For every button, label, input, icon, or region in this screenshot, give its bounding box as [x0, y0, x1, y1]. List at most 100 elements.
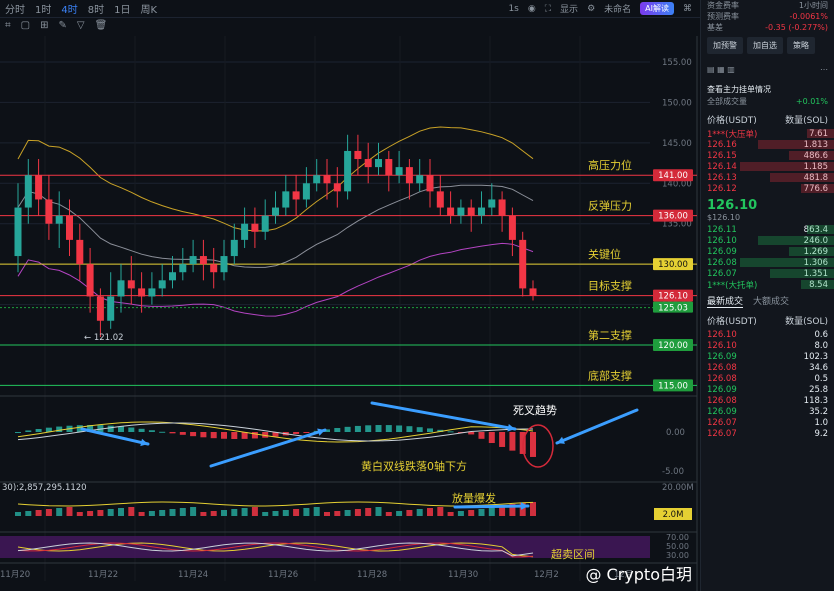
ask-row[interactable]: 126.12 776.6 — [701, 183, 834, 194]
trade-row[interactable]: 126.08 34.6 — [701, 362, 834, 373]
interval-select[interactable]: 1s — [508, 3, 519, 14]
bid-row-price: 126.08 — [707, 257, 737, 268]
arrow-circle-head — [557, 436, 565, 444]
orderbook-header: 价格(USDT) 数量(SOL) — [701, 111, 834, 128]
strategy-button[interactable]: 策略 — [787, 37, 815, 54]
chart-canvas[interactable]: 155.00 150.00 145.00 140.00 135.00 130.00 125.… — [0, 36, 700, 591]
depth-bar — [788, 247, 834, 256]
price-chart[interactable]: 155.00 150.00 145.00 140.00 135.00 130.00 125.… — [0, 36, 700, 591]
trade-row[interactable]: 126.07 1.0 — [701, 417, 834, 428]
candle-body — [35, 175, 43, 200]
ask-row[interactable]: 126.14 1.185 — [701, 161, 834, 172]
change-label: 全部成交量 — [707, 97, 747, 106]
price-tag — [653, 379, 693, 392]
ai-interpret-button[interactable]: AI解读 — [640, 2, 674, 15]
volume-bar — [210, 511, 217, 516]
timeframe-tab-4h[interactable]: 4时 — [61, 5, 78, 16]
candle-body — [199, 256, 207, 265]
bid-row-price: 126.09 — [707, 246, 737, 257]
basis-label: 基差 — [707, 23, 723, 32]
more-icon[interactable]: ⋯ — [820, 64, 828, 74]
candle-body — [313, 175, 321, 184]
volume-bar — [118, 508, 124, 516]
ask-row-price: 126.15 — [707, 150, 737, 161]
funding-value: -0.0061% — [789, 12, 828, 21]
level-label: 高压力位 — [588, 158, 632, 172]
x-tick-label: 11月22 — [88, 570, 118, 580]
candle-body — [96, 296, 104, 321]
camera-icon[interactable]: ◉ — [527, 3, 536, 14]
bid-row[interactable]: 126.07 1.351 — [701, 268, 834, 279]
layout-name[interactable]: 未命名 — [604, 5, 632, 15]
arrow-dead-cross — [370, 401, 517, 431]
candle-body — [333, 183, 341, 192]
bid-row[interactable]: 1***(大托单) 8.54 — [701, 279, 834, 291]
bid-row-qty: 246.0 — [803, 235, 828, 246]
bid-row[interactable]: 126.08 1.306 — [701, 257, 834, 268]
timeframe-tab-1h[interactable]: 1时 — [35, 5, 52, 16]
timeframe-tab-tick[interactable]: 分时 — [5, 5, 25, 16]
trash-icon[interactable]: 🗑 — [94, 20, 108, 31]
ask-row-price: 126.13 — [707, 172, 737, 183]
depth-bar — [800, 184, 834, 193]
ask-row-qty: 481.8 — [803, 172, 828, 183]
timeframe-tab-1w[interactable]: 周K — [140, 5, 158, 16]
col-price: 价格(USDT) — [707, 116, 757, 126]
trade-row[interactable]: 126.09 25.8 — [701, 384, 834, 395]
draw-tool-icon[interactable]: ⌗ — [5, 20, 11, 31]
settings-icon[interactable]: ⚙ — [587, 3, 596, 14]
macd-bar — [478, 432, 485, 439]
macd-bar — [488, 432, 495, 444]
price-tag — [653, 209, 693, 222]
trade-row[interactable]: 126.08 118.3 — [701, 395, 834, 406]
volume-bar — [148, 511, 155, 516]
price-tick-label: 135.00 — [662, 220, 692, 230]
filter-icon[interactable]: ▽ — [76, 20, 85, 31]
tab-latest-trades[interactable]: 最新成交 — [707, 294, 744, 308]
ask-row[interactable]: 1***(大压单) 7.61 — [701, 128, 834, 140]
orderbook-layout-icon[interactable]: ▤ ▦ ▥ — [707, 64, 735, 74]
bid-row[interactable]: 126.09 1.269 — [701, 246, 834, 257]
ask-row[interactable]: 126.16 1.813 — [701, 139, 834, 150]
candle-body — [86, 264, 94, 297]
share-icon[interactable]: ⌘ — [683, 3, 692, 14]
candle-body — [24, 175, 32, 208]
bid-row[interactable]: 126.11 863.4 — [701, 224, 834, 235]
pen-icon[interactable]: ✎ — [58, 20, 67, 31]
volume-bar — [365, 508, 372, 516]
tab-large-trades[interactable]: 大额成交 — [753, 297, 790, 307]
trade-row-qty: 9.2 — [814, 428, 828, 439]
ask-row[interactable]: 126.15 486.6 — [701, 150, 834, 161]
change-row: 全部成交量 +0.01% — [701, 96, 834, 107]
macd-bar — [169, 432, 176, 434]
volume-bar — [221, 510, 227, 516]
copy-icon[interactable]: ▢ — [20, 20, 31, 31]
trade-row[interactable]: 126.10 8.0 — [701, 340, 834, 351]
volume-bar — [107, 509, 114, 516]
orderbook-title-row[interactable]: 查看主力挂单情况 — [701, 82, 834, 96]
ask-row[interactable]: 126.13 481.8 — [701, 172, 834, 183]
add-watchlist-button[interactable]: 加自选 — [747, 37, 783, 54]
chart-toolbar: 分时 1时 4时 8时 1日 周K 1s ◉ ⛶ 显示 ⚙ 未命名 AI解读 ⌘ — [0, 0, 700, 18]
timeframe-tab-1d[interactable]: 1日 — [114, 5, 131, 16]
trade-row[interactable]: 126.08 0.5 — [701, 373, 834, 384]
trade-row[interactable]: 126.09 35.2 — [701, 406, 834, 417]
trade-row[interactable]: 126.09 102.3 — [701, 351, 834, 362]
trade-row[interactable]: 126.10 0.6 — [701, 329, 834, 340]
macd-bar — [251, 432, 258, 439]
price-tag-text: 115.00 — [658, 381, 688, 391]
macd-bar — [190, 432, 197, 437]
display-button[interactable]: 显示 — [560, 5, 579, 15]
trade-row[interactable]: 126.07 9.2 — [701, 428, 834, 439]
macd-bar — [200, 432, 207, 438]
macd-tick-label: -5.00 — [662, 467, 684, 477]
orderbook-view-icons: ▤ ▦ ▥ ⋯ — [701, 62, 834, 76]
timeframe-tab-8h[interactable]: 8时 — [87, 5, 105, 16]
add-alert-button[interactable]: 加预警 — [707, 37, 743, 54]
macd-bar — [499, 432, 506, 447]
depth-bar — [758, 236, 834, 245]
fullscreen-icon[interactable]: ⛶ — [544, 3, 552, 14]
bid-row-qty: 8.54 — [809, 279, 828, 290]
bid-row[interactable]: 126.10 246.0 — [701, 235, 834, 246]
zoom-icon[interactable]: ⊞ — [40, 20, 49, 31]
